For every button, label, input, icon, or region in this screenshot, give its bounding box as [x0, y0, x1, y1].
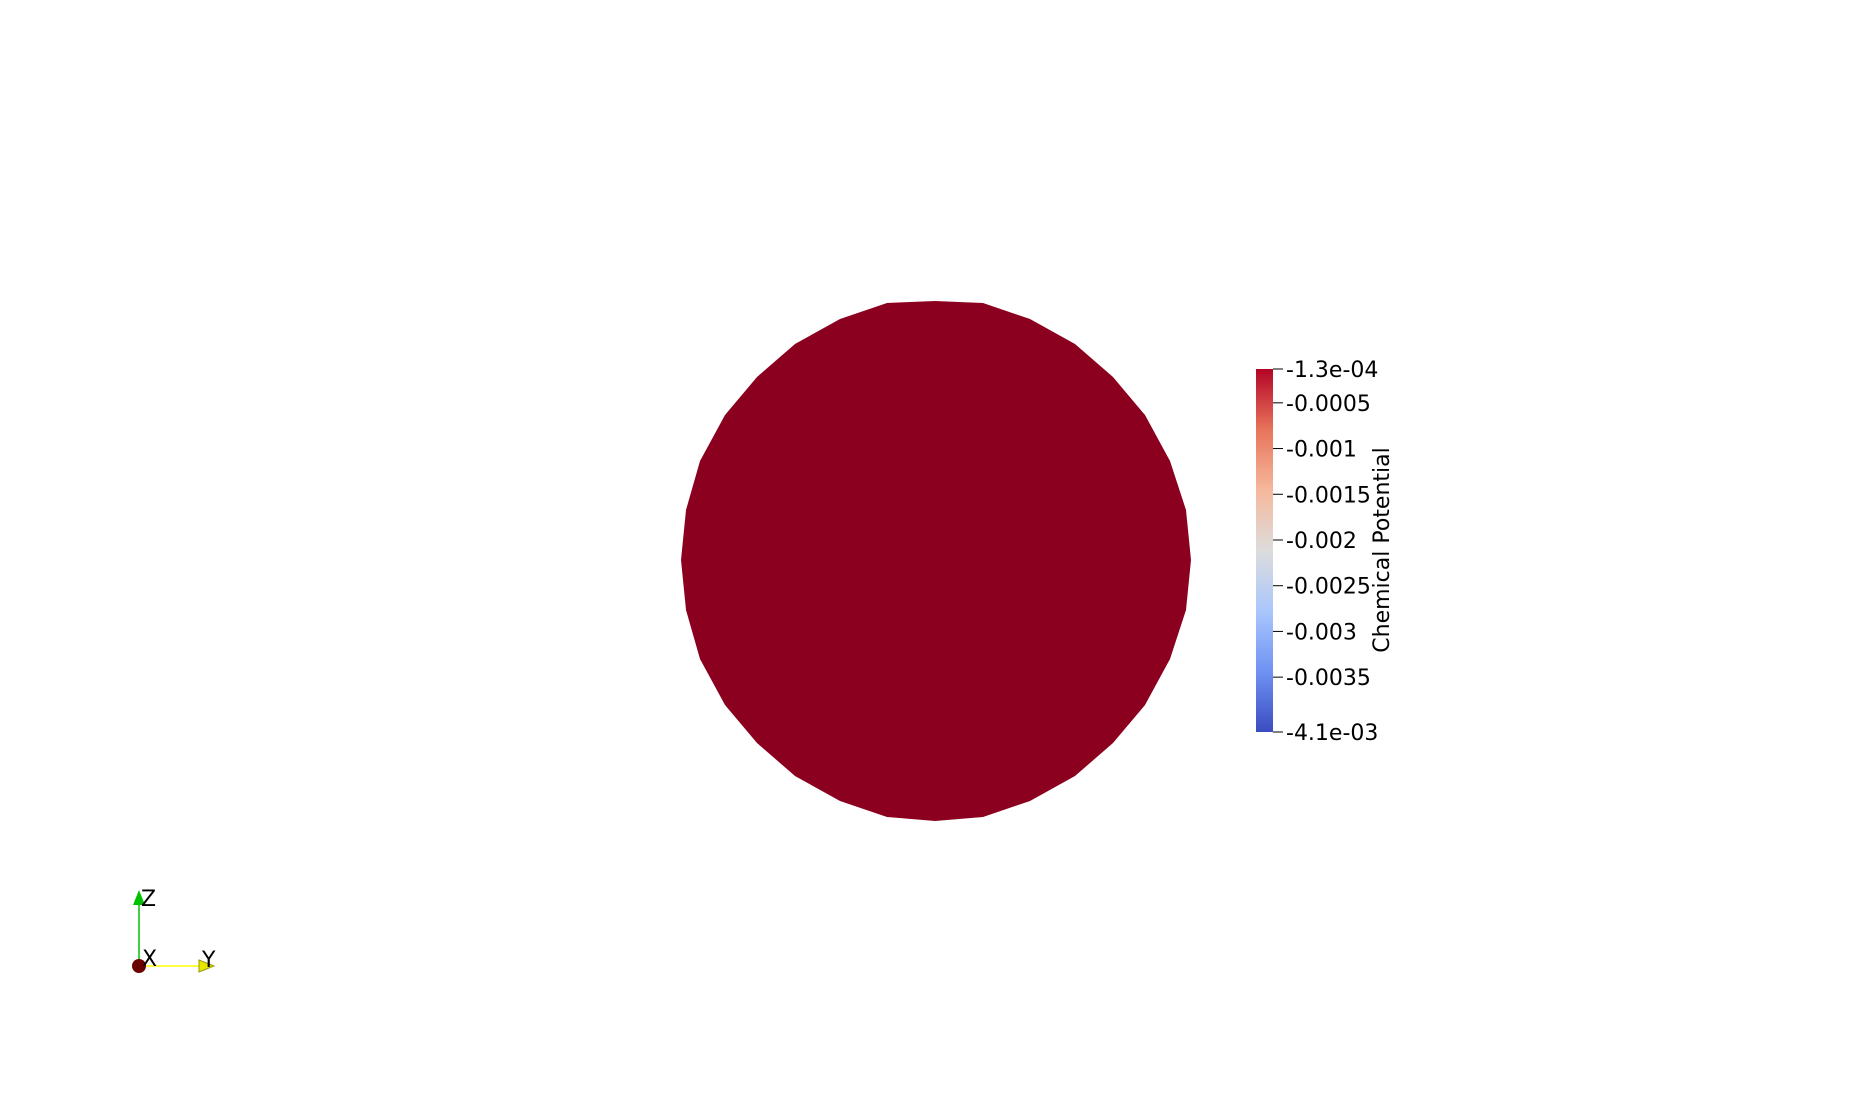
x-axis-label: X [142, 947, 157, 972]
color-legend-tick-label: -4.1e-03 [1286, 721, 1378, 746]
color-legend-tick-label: -0.001 [1286, 438, 1357, 463]
orientation-axes: Z X Y [132, 887, 216, 973]
color-legend-bar [1256, 369, 1273, 732]
color-legend-tick-label: -0.002 [1286, 529, 1357, 554]
color-legend-tick-label: -1.3e-04 [1286, 358, 1378, 383]
color-legend-title: Chemical Potential [1370, 447, 1395, 652]
color-legend-tick-label: -0.0005 [1286, 392, 1371, 417]
color-legend-tick-label: -0.003 [1286, 620, 1357, 645]
color-legend-tick-label: -0.0035 [1286, 666, 1371, 691]
color-legend-tick-label: -0.0015 [1286, 483, 1371, 508]
x-axis-endpoint-icon [132, 959, 146, 973]
z-axis-label: Z [141, 887, 156, 912]
z-axis-arrow-icon [133, 890, 145, 905]
color-legend: -1.3e-04 -0.0005 -0.001 -0.0015 -0.002 -0.002… [1256, 358, 1395, 746]
rendered-disc[interactable] [681, 301, 1191, 821]
y-axis-arrow-icon [198, 959, 216, 973]
color-legend-tick-label: -0.0025 [1286, 575, 1371, 600]
y-axis-label: Y [201, 948, 216, 973]
color-legend-ticks: -1.3e-04 -0.0005 -0.001 -0.0015 -0.002 -0.002… [1273, 358, 1378, 746]
